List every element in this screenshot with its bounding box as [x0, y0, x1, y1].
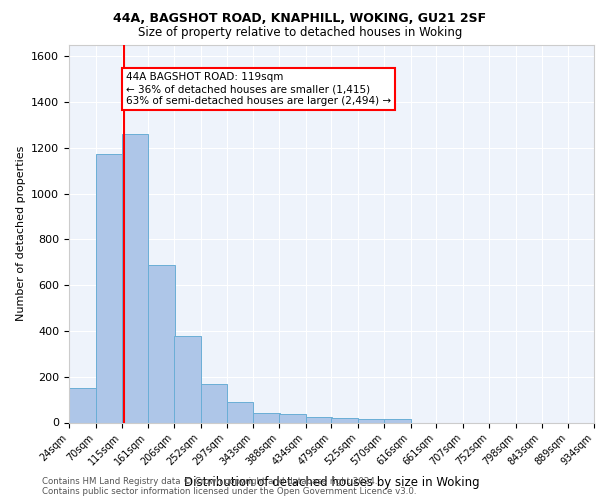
Bar	[227, 402, 253, 422]
Bar	[358, 419, 385, 422]
Text: Size of property relative to detached houses in Woking: Size of property relative to detached ho…	[138, 26, 462, 39]
Bar	[253, 413, 280, 422]
Bar	[174, 336, 200, 422]
Bar	[69, 388, 95, 422]
Text: 44A, BAGSHOT ROAD, KNAPHILL, WOKING, GU21 2SF: 44A, BAGSHOT ROAD, KNAPHILL, WOKING, GU2…	[113, 12, 487, 26]
Bar	[148, 264, 175, 422]
Text: 44A BAGSHOT ROAD: 119sqm
← 36% of detached houses are smaller (1,415)
63% of sem: 44A BAGSHOT ROAD: 119sqm ← 36% of detach…	[126, 72, 391, 106]
Bar	[331, 418, 358, 422]
X-axis label: Distribution of detached houses by size in Woking: Distribution of detached houses by size …	[184, 476, 479, 488]
Bar	[384, 419, 410, 422]
Bar	[95, 154, 122, 422]
Text: Contains HM Land Registry data © Crown copyright and database right 2024.: Contains HM Land Registry data © Crown c…	[42, 477, 377, 486]
Bar	[121, 134, 148, 422]
Text: Contains public sector information licensed under the Open Government Licence v3: Contains public sector information licen…	[42, 487, 416, 496]
Bar	[305, 417, 332, 422]
Bar	[279, 414, 305, 422]
Bar	[200, 384, 227, 422]
Y-axis label: Number of detached properties: Number of detached properties	[16, 146, 26, 322]
